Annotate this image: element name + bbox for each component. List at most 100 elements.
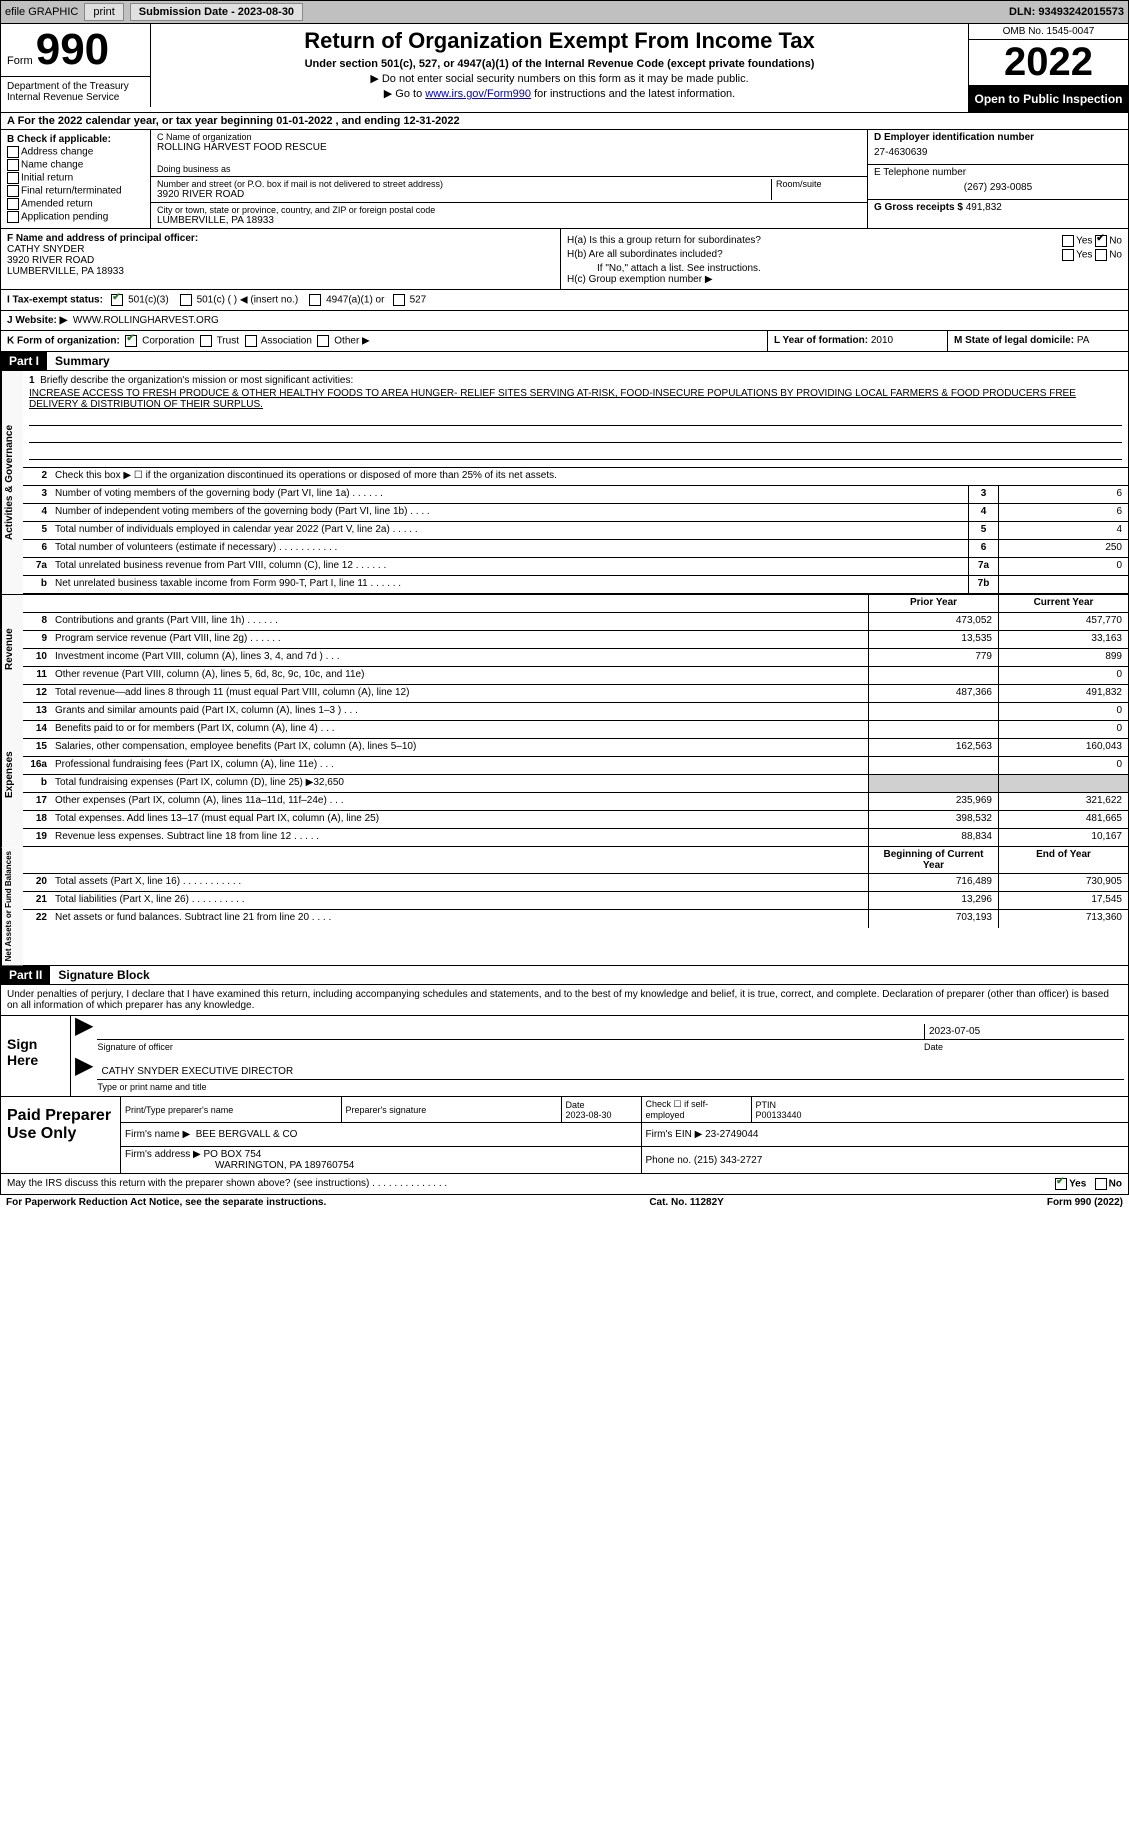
side-label-net-assets: Net Assets or Fund Balances: [1, 847, 23, 965]
officer-city: LUMBERVILLE, PA 18933: [7, 266, 124, 277]
paid-preparer-label: Paid Preparer Use Only: [1, 1097, 121, 1173]
state-domicile: PA: [1077, 335, 1090, 346]
row-i-tax-exempt: I Tax-exempt status: 501(c)(3) 501(c) ( …: [0, 290, 1129, 311]
val-l19p: 88,834: [868, 829, 998, 846]
val-l13c: 0: [998, 703, 1128, 720]
form-footer-label: Form 990 (2022): [1047, 1197, 1123, 1208]
ptin: P00133440: [756, 1110, 802, 1120]
form-word: Form: [7, 55, 33, 67]
form-number: 990: [36, 25, 109, 74]
open-to-public: Open to Public Inspection: [969, 86, 1128, 112]
side-label-activities: Activities & Governance: [1, 371, 23, 594]
sig-declaration: Under penalties of perjury, I declare th…: [0, 985, 1129, 1016]
net-assets-section: Net Assets or Fund Balances Beginning of…: [0, 847, 1129, 966]
gross-receipts: 491,832: [966, 202, 1002, 213]
val-l9c: 33,163: [998, 631, 1128, 648]
part1-header-row: Part I Summary: [0, 352, 1129, 371]
row-j-website: J Website: ▶ WWW.ROLLINGHARVEST.ORG: [0, 311, 1129, 331]
omb-number: OMB No. 1545-0047: [969, 24, 1128, 40]
tax-year: 2022: [969, 40, 1128, 86]
ein: 27-4630639: [874, 143, 1122, 162]
val-l15c: 160,043: [998, 739, 1128, 756]
val-l19c: 10,167: [998, 829, 1128, 846]
val-l11p: [868, 667, 998, 684]
chk-address-change[interactable]: Address change: [7, 146, 144, 158]
col-h-group: H(a) Is this a group return for subordin…: [561, 229, 1128, 289]
org-city: LUMBERVILLE, PA 18933: [157, 215, 861, 226]
val-l7a: 0: [998, 558, 1128, 575]
val-l17p: 235,969: [868, 793, 998, 810]
part2-header-row: Part II Signature Block: [0, 966, 1129, 985]
title-cell: Return of Organization Exempt From Incom…: [151, 24, 968, 112]
officer-name: CATHY SNYDER: [7, 244, 84, 255]
sign-date: 2023-07-05: [924, 1024, 1124, 1039]
form-number-cell: Form 990: [1, 24, 151, 76]
side-label-revenue: Revenue: [1, 595, 23, 703]
val-l21p: 13,296: [868, 892, 998, 909]
mission-block: 1 Briefly describe the organization's mi…: [23, 371, 1128, 468]
hc-group-exemption: H(c) Group exemption number ▶: [567, 274, 1122, 285]
note-goto: ▶ Go to www.irs.gov/Form990 for instruct…: [159, 87, 960, 100]
val-l22p: 703,193: [868, 910, 998, 928]
firm-ein: 23-2749044: [705, 1129, 758, 1140]
val-l9p: 13,535: [868, 631, 998, 648]
chk-final-return[interactable]: Final return/terminated: [7, 185, 144, 197]
phone: (267) 293-0085: [874, 178, 1122, 197]
val-l12p: 487,366: [868, 685, 998, 702]
form-header: Form 990 Department of the Treasury Inte…: [0, 24, 1129, 113]
firm-name: BEE BERGVALL & CO: [196, 1129, 298, 1140]
val-l22c: 713,360: [998, 910, 1128, 928]
row-klm: K Form of organization: Corporation Trus…: [0, 331, 1129, 352]
form-title: Return of Organization Exempt From Incom…: [159, 28, 960, 54]
firm-phone: (215) 343-2727: [694, 1155, 762, 1166]
sign-arrow-icon: ▶: [75, 1020, 97, 1052]
discuss-row: May the IRS discuss this return with the…: [0, 1174, 1129, 1195]
final-footer: For Paperwork Reduction Act Notice, see …: [0, 1195, 1129, 1210]
row-f-h: F Name and address of principal officer:…: [0, 228, 1129, 290]
print-button[interactable]: print: [84, 3, 123, 21]
col-c-org-info: C Name of organization ROLLING HARVEST F…: [151, 130, 868, 228]
part1-header: Part I: [1, 352, 47, 370]
chk-name-change[interactable]: Name change: [7, 159, 144, 171]
prep-date: 2023-08-30: [566, 1110, 612, 1120]
val-l18c: 481,665: [998, 811, 1128, 828]
chk-initial-return[interactable]: Initial return: [7, 172, 144, 184]
efile-label: efile GRAPHIC: [5, 6, 78, 18]
val-l15p: 162,563: [868, 739, 998, 756]
cat-no: Cat. No. 11282Y: [649, 1197, 723, 1208]
mission-text: INCREASE ACCESS TO FRESH PRODUCE & OTHER…: [29, 388, 1122, 410]
val-l16ac: 0: [998, 757, 1128, 774]
chk-application-pending[interactable]: Application pending: [7, 211, 144, 223]
val-l6: 250: [998, 540, 1128, 557]
part2-header: Part II: [1, 966, 50, 984]
val-l17c: 321,622: [998, 793, 1128, 810]
val-l20p: 716,489: [868, 874, 998, 891]
val-l12c: 491,832: [998, 685, 1128, 702]
val-l5: 4: [998, 522, 1128, 539]
val-l7b: [998, 576, 1128, 593]
submission-date-button[interactable]: Submission Date - 2023-08-30: [130, 3, 303, 21]
chk-amended-return[interactable]: Amended return: [7, 198, 144, 210]
val-l8c: 457,770: [998, 613, 1128, 630]
activities-section: Activities & Governance 1 Briefly descri…: [0, 371, 1129, 594]
row-a-calendar-year: A For the 2022 calendar year, or tax yea…: [0, 113, 1129, 130]
note-ssn: ▶ Do not enter social security numbers o…: [159, 72, 960, 85]
val-l10p: 779: [868, 649, 998, 666]
officer-street: 3920 RIVER ROAD: [7, 255, 94, 266]
firm-city: WARRINGTON, PA 189760754: [125, 1160, 354, 1171]
top-bar: efile GRAPHIC print Submission Date - 20…: [0, 0, 1129, 24]
val-l20c: 730,905: [998, 874, 1128, 891]
val-l21c: 17,545: [998, 892, 1128, 909]
firm-addr: PO BOX 754: [204, 1149, 262, 1160]
revenue-section: Revenue Prior YearCurrent Year 8Contribu…: [0, 594, 1129, 703]
officer-signature-line[interactable]: [97, 1024, 924, 1039]
val-l10c: 899: [998, 649, 1128, 666]
irs-link[interactable]: www.irs.gov/Form990: [425, 88, 531, 100]
website-url: WWW.ROLLINGHARVEST.ORG: [73, 315, 219, 326]
val-l4: 6: [998, 504, 1128, 521]
section-bcdeg: B Check if applicable: Address change Na…: [0, 130, 1129, 228]
col-de: D Employer identification number 27-4630…: [868, 130, 1128, 228]
sign-arrow-icon: ▶: [75, 1060, 97, 1092]
dln-label: DLN: 93493242015573: [1009, 6, 1124, 18]
paid-preparer-section: Paid Preparer Use Only Print/Type prepar…: [0, 1097, 1129, 1174]
